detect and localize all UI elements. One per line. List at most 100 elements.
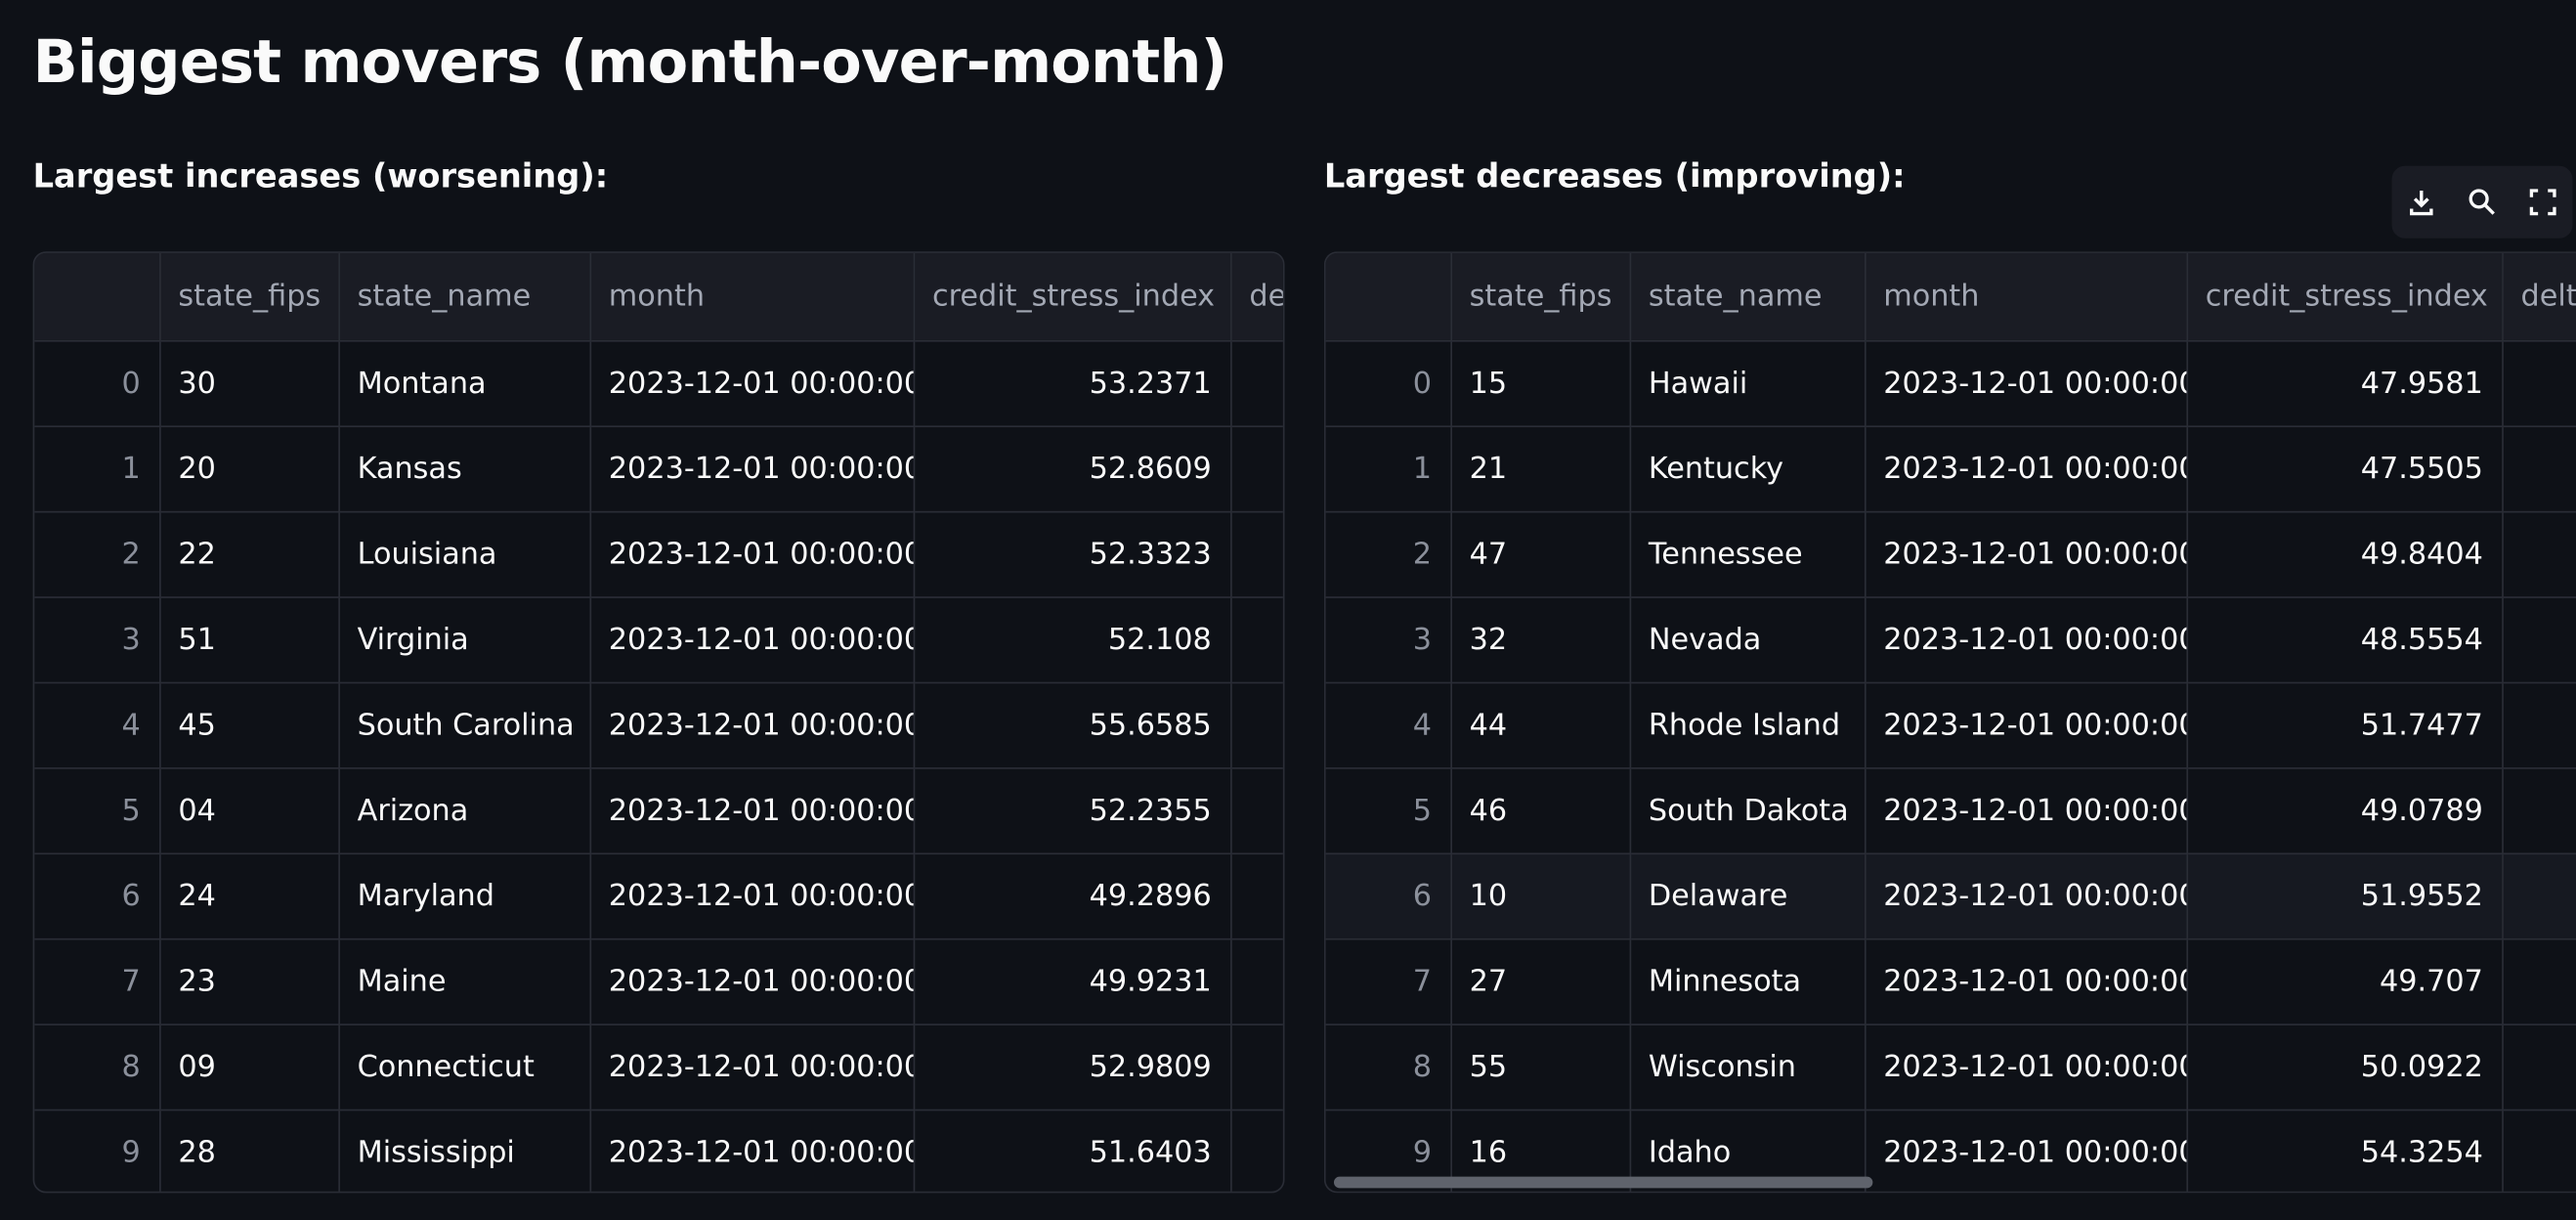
cell: 32: [1450, 596, 1631, 683]
cell: 2023-12-01 00:00:00: [589, 937, 915, 1025]
row-index: 2: [1325, 510, 1452, 598]
scrollbar[interactable]: [1333, 1176, 1873, 1189]
cell: 2023-12-01 00:00:00: [589, 1024, 915, 1111]
column-header: state_fips: [159, 252, 340, 341]
row-index: 0: [34, 339, 160, 427]
cell: 30: [159, 339, 340, 427]
cell: Montana: [338, 339, 591, 427]
cell: [2502, 510, 2576, 598]
cell: Minnesota: [1629, 937, 1866, 1025]
download-button[interactable]: [2406, 186, 2439, 219]
table-row: 6 24 Maryland 2023-12-01 00:00:00 49.2896: [34, 852, 1283, 939]
cell: [2502, 681, 2576, 768]
row-index: 0: [1325, 339, 1452, 427]
column-header: month: [589, 252, 915, 341]
cell: [1230, 767, 1283, 854]
cell: Hawaii: [1629, 339, 1866, 427]
cell: 52.2355: [913, 767, 1231, 854]
table-row: 5 04 Arizona 2023-12-01 00:00:00 52.2355: [34, 767, 1283, 854]
row-index: 7: [1325, 937, 1452, 1025]
cell: 44: [1450, 681, 1631, 768]
column-header: credit_stress_index: [2186, 252, 2504, 341]
section-heading: Largest increases (worsening):: [32, 155, 609, 196]
cell: Louisiana: [338, 510, 591, 598]
row-index: 9: [34, 1109, 160, 1192]
cell: 2023-12-01 00:00:00: [1864, 1109, 2188, 1192]
table-row: 0 30 Montana 2023-12-01 00:00:00 53.2371: [34, 339, 1283, 427]
cell: Virginia: [338, 596, 591, 683]
cell: 49.2896: [913, 852, 1231, 939]
cell: 48.5554: [2186, 596, 2504, 683]
cell: [2502, 852, 2576, 939]
table-row: 0 15 Hawaii 2023-12-01 00:00:00 47.9581: [1325, 339, 2576, 427]
data-table: state_fips state_name month credit_stress_i…: [34, 252, 1283, 1192]
table-row: 3 32 Nevada 2023-12-01 00:00:00 48.5554: [1325, 596, 2576, 683]
cell: [2502, 425, 2576, 512]
cell: 2023-12-01 00:00:00: [589, 681, 915, 768]
table-row: 9 28 Mississippi 2023-12-01 00:00:00 51.6403: [34, 1109, 1283, 1192]
cell: 52.9809: [913, 1024, 1231, 1111]
cell: 52.8609: [913, 425, 1231, 512]
cell: 46: [1450, 767, 1631, 854]
cell: [1230, 425, 1283, 512]
table-row: 1 20 Kansas 2023-12-01 00:00:00 52.8609: [34, 425, 1283, 512]
column-header: state_name: [338, 252, 591, 341]
cell: Maryland: [338, 852, 591, 939]
cell: 15: [1450, 339, 1631, 427]
cell: 2023-12-01 00:00:00: [589, 767, 915, 854]
cell: [2502, 1109, 2576, 1192]
cell: 2023-12-01 00:00:00: [1864, 510, 2188, 598]
cell: 27: [1450, 937, 1631, 1025]
cell: Mississippi: [338, 1109, 591, 1192]
table-container[interactable]: state_fips state_name month credit_stress_i…: [1323, 251, 2576, 1194]
cell: 2023-12-01 00:00:00: [1864, 1024, 2188, 1111]
table-row: 2 22 Louisiana 2023-12-01 00:00:00 52.3323: [34, 510, 1283, 598]
cell: 51.7477: [2186, 681, 2504, 768]
cell: [2502, 767, 2576, 854]
table-row: 4 44 Rhode Island 2023-12-01 00:00:00 51.747…: [1325, 681, 2576, 768]
header-row: state_fips state_name month credit_stress_i…: [34, 252, 1283, 341]
cell: 47.5505: [2186, 425, 2504, 512]
cell: 51.9552: [2186, 852, 2504, 939]
cell: 49.8404: [2186, 510, 2504, 598]
fullscreen-button[interactable]: [2526, 186, 2559, 219]
cell: Delaware: [1629, 852, 1866, 939]
row-index: 6: [34, 852, 160, 939]
cell: 2023-12-01 00:00:00: [1864, 767, 2188, 854]
cell: 04: [159, 767, 340, 854]
cell: 49.0789: [2186, 767, 2504, 854]
column-header: state_fips: [1450, 252, 1631, 341]
cell: 10: [1450, 852, 1631, 939]
table-row: 1 21 Kentucky 2023-12-01 00:00:00 47.5505: [1325, 425, 2576, 512]
cell: 49.707: [2186, 937, 2504, 1025]
header-row: state_fips state_name month credit_stress_i…: [1325, 252, 2576, 341]
cell: 21: [1450, 425, 1631, 512]
cell: 22: [159, 510, 340, 598]
cell: South Dakota: [1629, 767, 1866, 854]
cell: 55: [1450, 1024, 1631, 1111]
cell: 2023-12-01 00:00:00: [1864, 681, 2188, 768]
cell: 49.9231: [913, 937, 1231, 1025]
cell: 54.3254: [2186, 1109, 2504, 1192]
cell: 2023-12-01 00:00:00: [589, 596, 915, 683]
cell: 2023-12-01 00:00:00: [1864, 339, 2188, 427]
row-index: 1: [1325, 425, 1452, 512]
column-header: state_name: [1629, 252, 1866, 341]
table-container[interactable]: state_fips state_name month credit_stress_i…: [32, 251, 1285, 1194]
cell: [1230, 339, 1283, 427]
section-heading: Largest decreases (improving):: [1323, 155, 1906, 196]
row-index: 5: [1325, 767, 1452, 854]
cell: 2023-12-01 00:00:00: [1864, 596, 2188, 683]
cell: [2502, 339, 2576, 427]
cell: 51: [159, 596, 340, 683]
cell: 51.6403: [913, 1109, 1231, 1192]
cell: [1230, 1109, 1283, 1192]
cell: [1230, 852, 1283, 939]
column-header: delt: [2502, 252, 2576, 341]
row-index: 6: [1325, 852, 1452, 939]
row-index: 4: [1325, 681, 1452, 768]
cell: 09: [159, 1024, 340, 1111]
cell: [1230, 510, 1283, 598]
search-button[interactable]: [2466, 186, 2499, 219]
cell: Arizona: [338, 767, 591, 854]
